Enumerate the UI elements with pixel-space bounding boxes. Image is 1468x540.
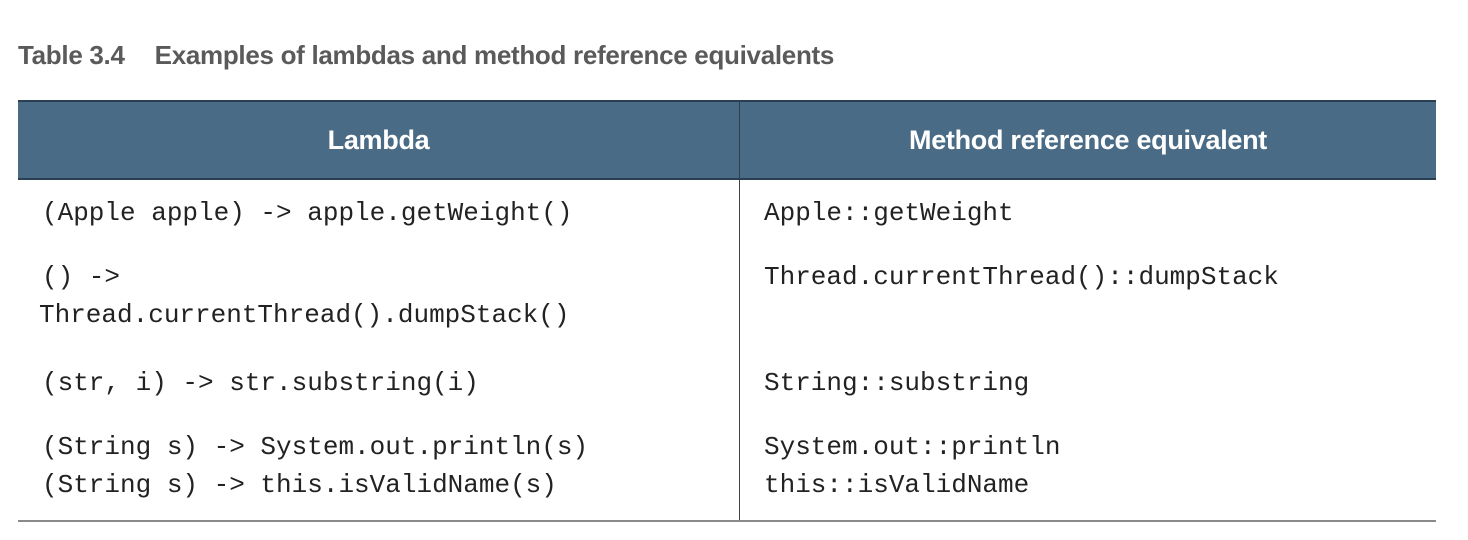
method-ref-row-3: String::substring [764, 368, 1030, 398]
method-reference-column: Apple::getWeight Thread.currentThread():… [740, 180, 1436, 520]
header-lambda: Lambda [18, 102, 740, 178]
lambda-row-2-line-1: () -> [42, 262, 121, 292]
table-header: Lambda Method reference equivalent [18, 100, 1436, 180]
lambda-row-3: (str, i) -> str.substring(i) [42, 368, 479, 398]
lambda-row-2-line-2: Thread.currentThread().dumpStack() [39, 300, 570, 330]
table-caption: Table 3.4 Examples of lambdas and method … [18, 40, 834, 71]
lambda-table: Lambda Method reference equivalent (Appl… [18, 100, 1436, 522]
table-title: Examples of lambdas and method reference… [154, 40, 835, 70]
method-ref-row-2: Thread.currentThread()::dumpStack [764, 262, 1279, 292]
method-ref-row-1: Apple::getWeight [764, 198, 1014, 228]
method-ref-row-4-line-1: System.out::println [764, 432, 1061, 462]
lambda-row-1: (Apple apple) -> apple.getWeight() [42, 198, 573, 228]
lambda-column: (Apple apple) -> apple.getWeight() () ->… [18, 180, 740, 520]
lambda-row-4-line-1: (String s) -> System.out.println(s) [42, 432, 589, 462]
header-method-reference: Method reference equivalent [909, 124, 1267, 155]
table-body: (Apple apple) -> apple.getWeight() () ->… [18, 180, 1436, 522]
lambda-row-4-line-2: (String s) -> this.isValidName(s) [42, 470, 557, 500]
method-ref-row-4-line-2: this::isValidName [764, 470, 1030, 500]
table-number: Table 3.4 [18, 40, 125, 70]
